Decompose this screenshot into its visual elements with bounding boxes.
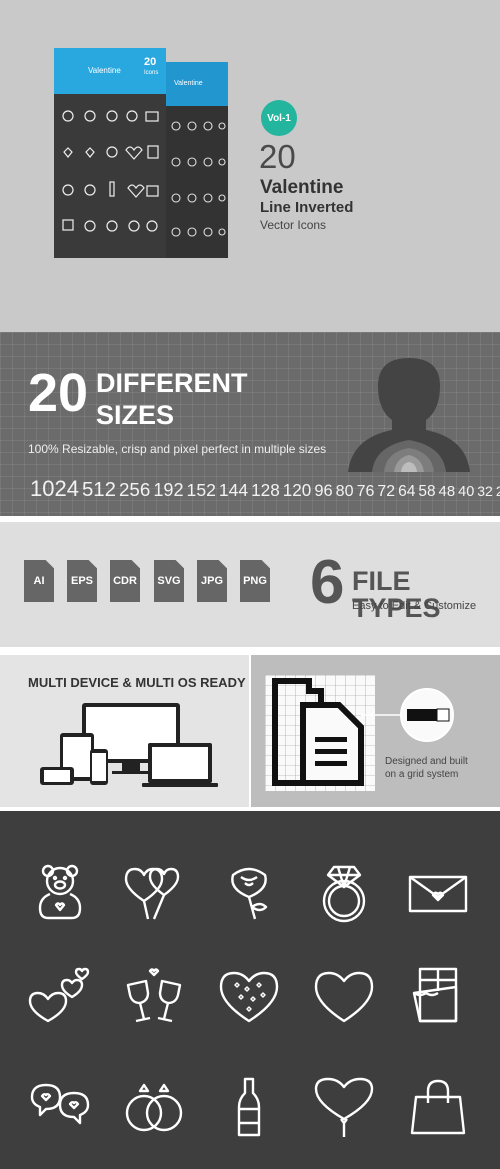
file-type-png-icon: PNG: [240, 560, 270, 602]
size-label: 1024: [30, 476, 79, 501]
sizes-title-line1: DIFFERENT: [96, 368, 248, 398]
icon-preview-grid: [0, 811, 500, 1169]
sizes-title-line2: SIZES: [96, 400, 175, 430]
box-side-title: Valentine: [174, 80, 203, 87]
divider: [0, 647, 500, 655]
heart-chocolates-icon: [219, 971, 279, 1023]
shopping-bag-icon: [410, 1079, 466, 1135]
file-types-section: AI EPS CDR SVG JPG PNG: [0, 522, 500, 647]
product-box: Valentine 20 Icons: [54, 48, 166, 258]
size-label: 144: [218, 480, 249, 500]
file-types-count: 6: [310, 548, 345, 617]
product-box-side: Valentine: [166, 62, 228, 258]
teddy-bear-icon: [38, 864, 82, 920]
wine-bottle-icon: [237, 1077, 261, 1137]
size-label: 152: [186, 480, 216, 500]
size-label: 96: [314, 482, 333, 500]
size-label: 72: [377, 483, 396, 500]
grid-document-icon: [265, 675, 454, 791]
box-count-unit: Icons: [144, 70, 159, 76]
product-title: Valentine: [260, 177, 344, 198]
wedding-rings-icon: [125, 1083, 183, 1132]
sizes-subtitle: 100% Resizable, crisp and pixel perfect …: [28, 442, 327, 456]
hearts-icon: [28, 967, 90, 1023]
volume-badge: Vol-1: [261, 100, 297, 136]
box-front-icons: [62, 110, 159, 232]
heart-icon: [314, 971, 374, 1023]
divider: [0, 516, 500, 522]
chocolate-bar-icon: [412, 967, 458, 1023]
love-chat-icon: [30, 1083, 90, 1125]
file-type-svg-icon: SVG: [154, 560, 184, 602]
file-types-title: FILE TYPES: [352, 566, 441, 623]
box-count: 20: [144, 56, 157, 68]
box-side-icons: [171, 121, 226, 237]
size-label: 48: [438, 484, 456, 500]
product-style: Line Inverted: [260, 199, 354, 216]
box-title: Valentine: [88, 66, 121, 75]
sizes-section: 20 DIFFERENT SIZES 100% Resizable, crisp…: [0, 332, 500, 516]
rose-icon: [231, 867, 268, 920]
grid-note: Designed and built on a grid system: [385, 755, 468, 781]
file-type-jpg-icon: JPG: [197, 560, 227, 602]
size-label: 64: [398, 483, 416, 500]
icon-count: 20: [259, 138, 296, 175]
size-label: 40: [458, 484, 475, 500]
person-silhouette-icon: [348, 358, 470, 472]
file-type-eps-icon: EPS: [67, 560, 97, 602]
size-label: 256: [118, 479, 151, 500]
box-front-header: Valentine 20 Icons: [54, 48, 166, 94]
size-label: 76: [356, 483, 375, 500]
grid-note-line1: Designed and built: [385, 756, 468, 767]
diamond-ring-icon: [322, 865, 366, 923]
toast-glasses-icon: [126, 968, 182, 1023]
box-side-header: Valentine: [166, 62, 228, 106]
heart-balloons-icon: [124, 867, 180, 920]
sizes-count: 20: [28, 363, 89, 423]
devices-icon: [40, 703, 218, 787]
size-label: 58: [418, 483, 436, 500]
product-subtitle: Vector Icons: [260, 218, 327, 232]
size-label: 512: [81, 479, 116, 501]
size-label: 128: [251, 480, 280, 500]
hero-section: Valentine 20 Icons Valentine Vol-1 20 Va…: [0, 0, 500, 332]
multi-device-section: MULTI DEVICE & MULTI OS READY: [0, 655, 249, 807]
size-label: 29: [495, 484, 500, 499]
love-letter-icon: [408, 875, 468, 913]
size-label: 120: [282, 481, 312, 500]
multi-device-title: MULTI DEVICE & MULTI OS READY: [28, 675, 246, 690]
file-type-cdr-icon: CDR: [110, 560, 140, 602]
file-type-ai-icon: AI: [24, 560, 54, 602]
divider: [0, 807, 500, 811]
sizes-list: 1024 512 256 192 152 144 128 120 96 80 76 72 64 58 48 4…: [30, 476, 500, 502]
grid-note-line2: on a grid system: [385, 769, 459, 780]
file-types-subtitle: Easy to Edit & Customize: [352, 600, 477, 612]
size-label: 32: [477, 483, 493, 499]
grid-system-section: Designed and built on a grid system: [251, 655, 500, 807]
size-label: 80: [335, 482, 354, 500]
heart-balloon-icon: [314, 1077, 374, 1137]
size-label: 192: [153, 480, 184, 500]
